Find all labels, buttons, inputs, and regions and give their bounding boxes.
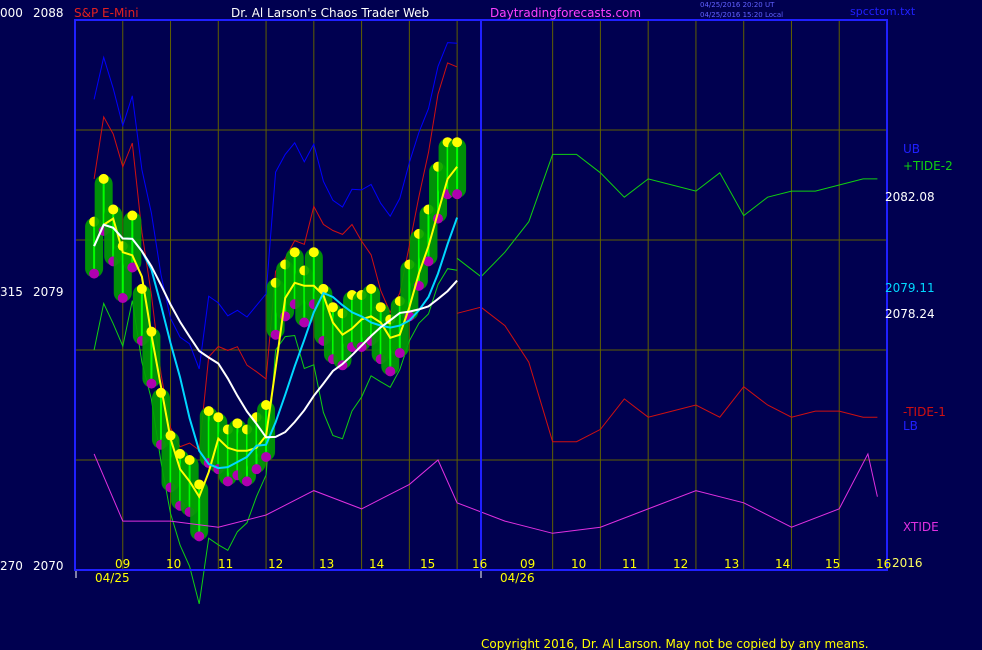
low-dot [241,476,252,487]
site-link[interactable]: Daytradingforecasts.com [490,6,641,20]
data-file-name: spcctom.txt [850,5,916,18]
hour-label: 12 [673,557,688,571]
hour-label: 14 [775,557,790,571]
left-axis-mid-price: 2079 [33,285,64,299]
low-dot [146,378,157,389]
left-axis-top-price: 2088 [33,6,64,20]
xtide-label: XTIDE [903,520,939,534]
hour-label: 11 [218,557,233,571]
lb-label: LB [903,419,918,433]
high-dot [232,418,243,429]
hour-label: 15 [825,557,840,571]
hour-label: 15 [420,557,435,571]
price-label-2082: 2082.08 [885,190,935,204]
hour-label: 09 [115,557,130,571]
date-label-2: 04/26 [500,571,535,585]
low-dot [222,476,233,487]
hour-label: 16 [876,557,891,571]
low-dot [127,262,138,273]
price-label-2079: 2079.11 [885,281,935,295]
high-dot [452,137,463,148]
hour-label: 09 [520,557,535,571]
tide2-label: +TIDE-2 [903,159,953,173]
mid-ma-line [93,217,459,470]
upper-band-line [93,62,458,452]
series--tide-1 [456,306,878,443]
high-dot [194,479,205,490]
timestamp-local: 04/25/2016 15:20 Local [700,11,783,19]
high-dot [289,247,300,258]
low-dot [452,189,463,200]
low-dot [89,268,100,279]
hour-label: 13 [319,557,334,571]
price-bars [85,137,467,542]
author-title: Dr. Al Larson's Chaos Trader Web [231,6,429,20]
hour-label: 14 [369,557,384,571]
price-label-2078: 2078.24 [885,307,935,321]
series--tide-2 [456,153,878,278]
high-dot [213,412,224,423]
high-dot [108,204,119,215]
low-dot [299,317,310,328]
x-axis-hour-labels: 09 10 11 12 13 14 15 16 09 10 11 12 13 1… [115,557,891,571]
date-label-1: 04/25 [95,571,130,585]
hour-label: 13 [724,557,739,571]
high-dot [203,406,214,417]
lines [93,153,878,534]
high-dot [184,455,195,465]
hour-label: 16 [472,557,487,571]
high-dot [98,173,109,184]
high-dot [327,302,338,313]
left-axis-bottom-price: 2070 [33,559,64,573]
left-axis-bottom-left: 270 [0,559,23,573]
hour-label: 11 [622,557,637,571]
ub-line [93,42,458,370]
low-dot [261,451,272,462]
hour-label: 10 [166,557,181,571]
low-dot [385,366,396,377]
hour-label: 10 [571,557,586,571]
year-label: 2016 [892,556,923,570]
low-dot [194,531,205,542]
low-dot [423,256,434,267]
slow-ma-line [93,223,458,439]
low-dot [394,348,405,359]
high-dot [375,302,386,313]
hour-label: 12 [268,557,283,571]
low-dot [117,293,128,304]
high-dot [175,448,186,459]
high-dot [366,283,377,294]
low-dot [251,464,262,475]
instrument-title: S&P E-Mini [74,6,139,20]
left-axis-top-left: 000 [0,6,23,20]
timestamp-ut: 04/25/2016 20:20 UT [700,1,775,9]
copyright-footer: Copyright 2016, Dr. Al Larson. May not b… [481,637,869,650]
tide1-label: -TIDE-1 [903,405,946,419]
fast-ma-line [93,166,458,499]
high-dot [127,210,138,221]
left-axis-mid-left: 315 [0,285,23,299]
low-dot [270,329,281,340]
ub-label: UB [903,142,920,156]
high-dot [308,247,319,258]
high-dot [261,400,272,410]
